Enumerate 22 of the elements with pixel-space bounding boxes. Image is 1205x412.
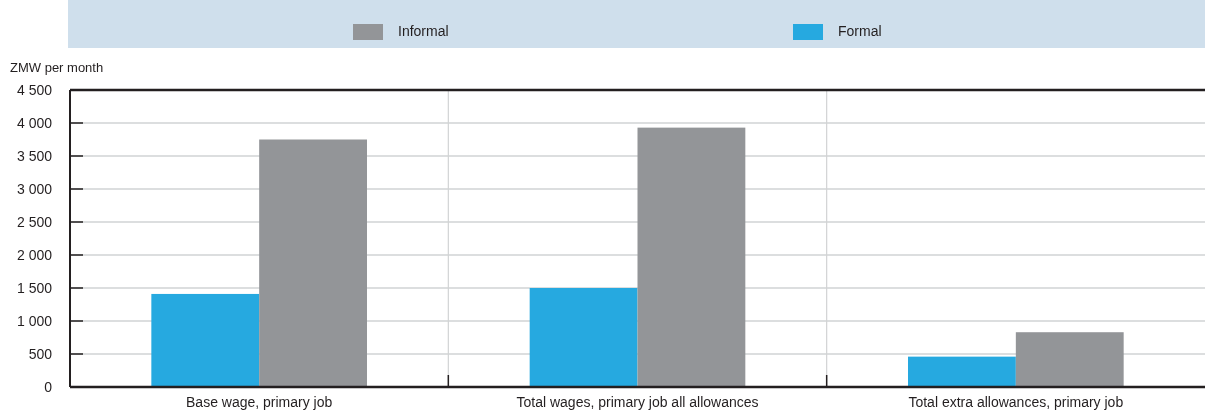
y-tick-label: 1 500 xyxy=(16,280,53,296)
y-tick-label: 4 000 xyxy=(16,115,53,131)
bar xyxy=(151,293,260,387)
y-tick-label: 500 xyxy=(28,346,53,362)
y-tick-label: 2 500 xyxy=(16,214,53,230)
bar xyxy=(637,127,746,387)
bar xyxy=(259,139,367,387)
legend-label: Formal xyxy=(838,23,882,39)
bar xyxy=(529,288,638,387)
y-axis-title: ZMW per month xyxy=(10,60,104,75)
x-tick-label: Total extra allowances, primary job xyxy=(908,394,1124,410)
legend-label: Informal xyxy=(398,23,449,39)
bar xyxy=(1015,332,1124,387)
x-tick-label: Total wages, primary job all allowances xyxy=(516,394,759,410)
y-tick-label: 0 xyxy=(44,379,53,395)
x-tick-label: Base wage, primary job xyxy=(186,394,333,410)
y-tick-label: 3 000 xyxy=(16,181,53,197)
bar xyxy=(908,356,1016,387)
y-tick-label: 2 000 xyxy=(16,247,53,263)
y-tick-label: 4 500 xyxy=(16,82,53,98)
y-tick-label: 1 000 xyxy=(16,313,53,329)
y-tick-label: 3 500 xyxy=(16,148,53,164)
